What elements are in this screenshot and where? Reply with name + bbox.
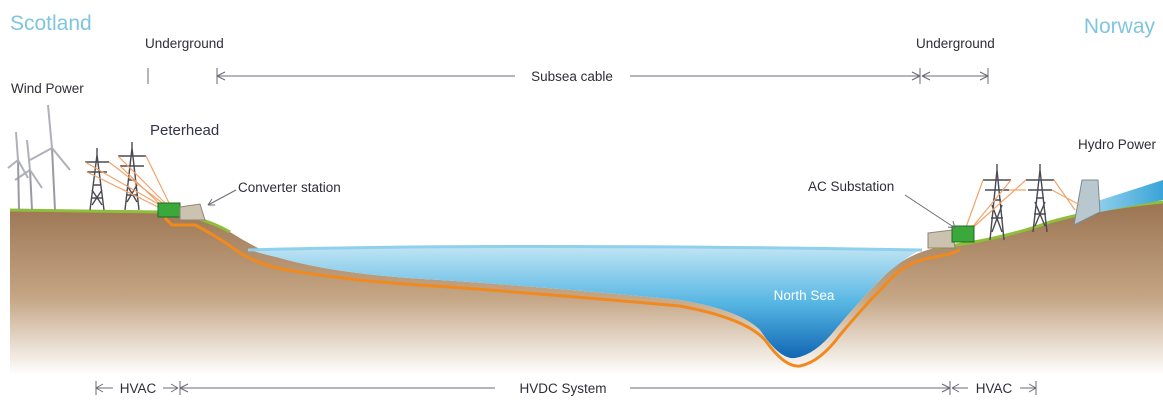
substation-pointer-head xyxy=(947,220,956,229)
hydro-dam xyxy=(1073,179,1101,226)
pylons-right xyxy=(964,164,1081,241)
underground-right-label: Underground xyxy=(916,36,995,51)
converter-station-building xyxy=(179,203,206,221)
hvac-left-arrow-start xyxy=(95,381,113,395)
ac-substation-building xyxy=(927,229,956,249)
underground-right-arrow xyxy=(921,71,989,81)
wind-turbines xyxy=(7,104,71,211)
hvdc-arrow-right xyxy=(630,381,951,395)
converter-station-label: Converter station xyxy=(238,180,341,195)
converter-pointer xyxy=(207,189,237,206)
sea-surface xyxy=(247,245,923,252)
seabed-ground xyxy=(10,202,1163,375)
substation-pointer xyxy=(904,194,956,229)
hvac-right-arrow-end xyxy=(1020,381,1037,395)
subsea-arrow-left xyxy=(216,71,515,81)
north-sea-label: North Sea xyxy=(774,288,835,303)
wind-power-label: Wind Power xyxy=(11,81,84,96)
hvdc-arrow-left xyxy=(179,381,495,395)
region-label-norway: Norway xyxy=(1084,15,1156,38)
ac-substation-label: AC Substation xyxy=(808,179,894,194)
hvac-right-arrow-start xyxy=(951,383,968,393)
converter-station-green xyxy=(157,202,181,218)
subsea-cable-label: Subsea cable xyxy=(531,69,613,84)
pylons-left xyxy=(84,142,171,211)
ac-substation-green xyxy=(951,225,975,243)
hvac-left-arrow-end xyxy=(163,383,179,393)
converter-pointer-head xyxy=(207,198,215,206)
peterhead-label: Peterhead xyxy=(150,122,219,139)
north-sea-water xyxy=(250,247,920,359)
hvdc-cable xyxy=(163,216,961,368)
hydro-power-label: Hydro Power xyxy=(1078,137,1157,152)
hydro-reservoir xyxy=(1085,180,1163,215)
hvac-left-label: HVAC xyxy=(120,381,157,396)
underground-left-label: Underground xyxy=(145,36,224,51)
region-label-scotland: Scotland xyxy=(10,12,92,35)
hvdc-system-label: HVDC System xyxy=(519,381,606,396)
subsea-arrow-right xyxy=(630,71,921,81)
hvac-right-label: HVAC xyxy=(976,381,1013,396)
